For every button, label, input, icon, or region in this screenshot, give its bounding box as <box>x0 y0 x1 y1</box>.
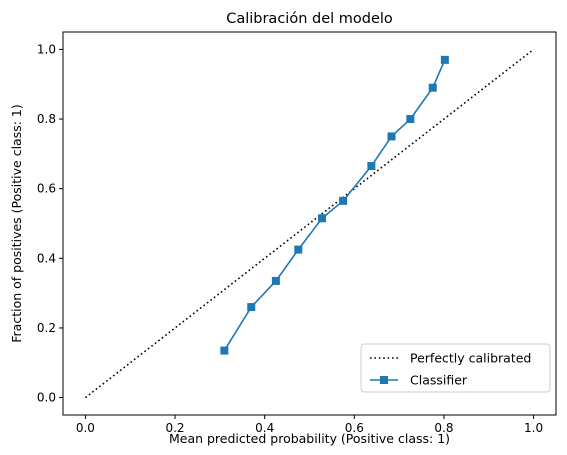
data-point-classifier <box>339 196 348 205</box>
y-tick-label: 0.2 <box>37 321 56 335</box>
data-point-classifier <box>220 346 229 355</box>
legend-label-classifier: Classifier <box>410 373 468 388</box>
y-tick-label: 0.8 <box>37 112 56 126</box>
data-point-classifier <box>367 162 376 171</box>
data-point-classifier <box>406 115 415 124</box>
y-tick-label: 0.4 <box>37 251 56 265</box>
y-tick-label: 1.0 <box>37 42 56 56</box>
x-axis-label: Mean predicted probability (Positive cla… <box>169 431 450 446</box>
y-axis-label: Fraction of positives (Positive class: 1… <box>9 104 24 343</box>
legend-label-perfectly-calibrated: Perfectly calibrated <box>410 351 531 366</box>
data-point-classifier <box>271 276 280 285</box>
data-point-classifier <box>318 214 327 223</box>
x-axis-ticks: 0.0 0.2 0.4 0.6 0.8 1.0 <box>76 415 543 435</box>
chart-title: Calibración del modelo <box>226 11 393 27</box>
plot-frame <box>62 31 557 416</box>
data-point-classifier <box>440 55 449 64</box>
data-point-classifier <box>247 303 256 312</box>
x-tick-label: 1.0 <box>524 421 543 435</box>
data-point-classifier <box>294 245 303 254</box>
x-tick-label: 0.0 <box>76 421 95 435</box>
legend-swatch-classifier-marker <box>380 376 388 384</box>
series-layer <box>84 48 535 399</box>
y-tick-label: 0.0 <box>37 391 56 405</box>
legend-box <box>360 343 551 393</box>
y-tick-label: 0.6 <box>37 182 56 196</box>
data-point-classifier <box>428 83 437 92</box>
x-tick-label: 0.2 <box>165 421 184 435</box>
x-tick-label: 0.8 <box>434 421 453 435</box>
legend: Perfectly calibrated Classifier <box>360 343 551 393</box>
data-point-classifier <box>387 132 396 141</box>
x-tick-label: 0.6 <box>345 421 364 435</box>
x-tick-label: 0.4 <box>255 421 274 435</box>
y-axis-ticks: 0.0 0.2 0.4 0.6 0.8 1.0 <box>37 42 63 405</box>
